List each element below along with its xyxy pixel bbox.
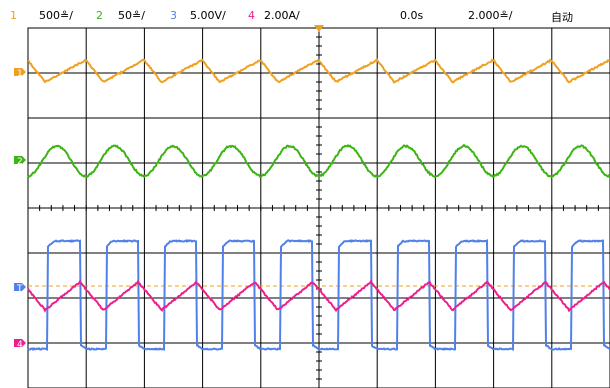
ch3-marker-label: T xyxy=(16,284,23,294)
ch3-marker: T xyxy=(14,283,26,294)
graticule xyxy=(28,25,610,388)
ch4-marker-label: 4 xyxy=(17,340,23,350)
ch1-marker-label: 1 xyxy=(17,69,23,79)
ch1-marker: 1 xyxy=(14,68,26,79)
ch2-marker: 2 xyxy=(14,156,26,167)
ch2-marker-label: 2 xyxy=(17,157,23,167)
channel-markers: 1 2 T 4 xyxy=(14,68,26,350)
ch4-marker: 4 xyxy=(14,339,26,350)
